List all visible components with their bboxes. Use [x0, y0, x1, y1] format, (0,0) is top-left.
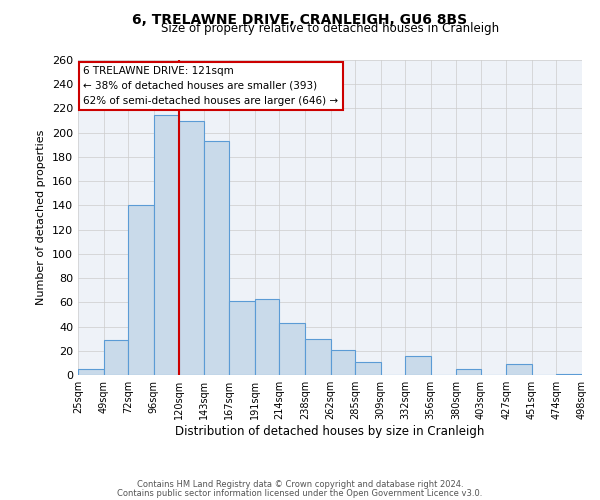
- Text: Contains public sector information licensed under the Open Government Licence v3: Contains public sector information licen…: [118, 488, 482, 498]
- X-axis label: Distribution of detached houses by size in Cranleigh: Distribution of detached houses by size …: [175, 425, 485, 438]
- Bar: [405, 356, 431, 375]
- Text: 6, TRELAWNE DRIVE, CRANLEIGH, GU6 8BS: 6, TRELAWNE DRIVE, CRANLEIGH, GU6 8BS: [133, 12, 467, 26]
- Title: Size of property relative to detached houses in Cranleigh: Size of property relative to detached ho…: [161, 22, 499, 35]
- Y-axis label: Number of detached properties: Number of detached properties: [37, 130, 46, 305]
- Text: Contains HM Land Registry data © Crown copyright and database right 2024.: Contains HM Land Registry data © Crown c…: [137, 480, 463, 489]
- Bar: [229, 301, 255, 375]
- Bar: [128, 206, 154, 375]
- Bar: [556, 374, 582, 375]
- Text: 6 TRELAWNE DRIVE: 121sqm
← 38% of detached houses are smaller (393)
62% of semi-: 6 TRELAWNE DRIVE: 121sqm ← 38% of detach…: [83, 66, 338, 106]
- Bar: [78, 369, 104, 375]
- Bar: [331, 350, 355, 375]
- Bar: [154, 114, 179, 375]
- Bar: [456, 369, 481, 375]
- Bar: [280, 323, 305, 375]
- Bar: [104, 340, 128, 375]
- Bar: [305, 338, 331, 375]
- Bar: [179, 120, 204, 375]
- Bar: [255, 298, 280, 375]
- Bar: [204, 141, 229, 375]
- Bar: [506, 364, 532, 375]
- Bar: [355, 362, 380, 375]
